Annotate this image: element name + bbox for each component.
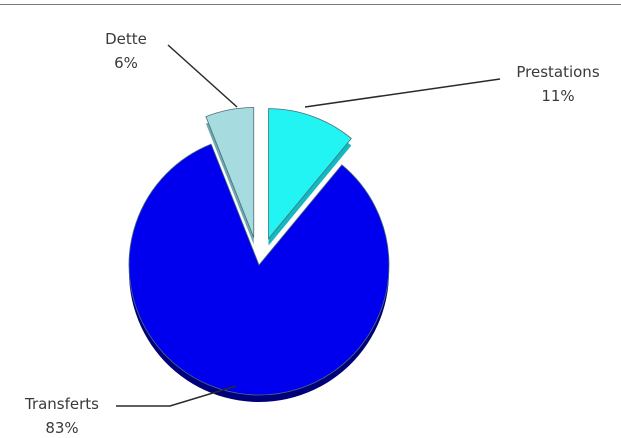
pie-slice-transferts [128, 143, 390, 396]
pie-slices [128, 107, 390, 396]
pie-slice-dette [205, 107, 255, 238]
slice-label-transferts: Transferts [24, 395, 99, 413]
leader-lines [116, 44, 501, 407]
leader-line-dette [167, 44, 238, 108]
slice-labels: Prestations 11% Transferts 83% Dette 6% [24, 30, 600, 437]
slice-label-prestations: Prestations [516, 63, 599, 81]
leader-line-prestations [304, 78, 501, 108]
slice-label-dette: Dette [105, 30, 147, 48]
slice-value-prestations: 11% [541, 87, 574, 105]
pie-slice-prestations [268, 108, 352, 240]
leader-line-transferts [116, 385, 237, 407]
top-rule [0, 4, 621, 5]
slice-value-transferts: 83% [45, 419, 78, 437]
slice-value-dette: 6% [114, 54, 138, 72]
